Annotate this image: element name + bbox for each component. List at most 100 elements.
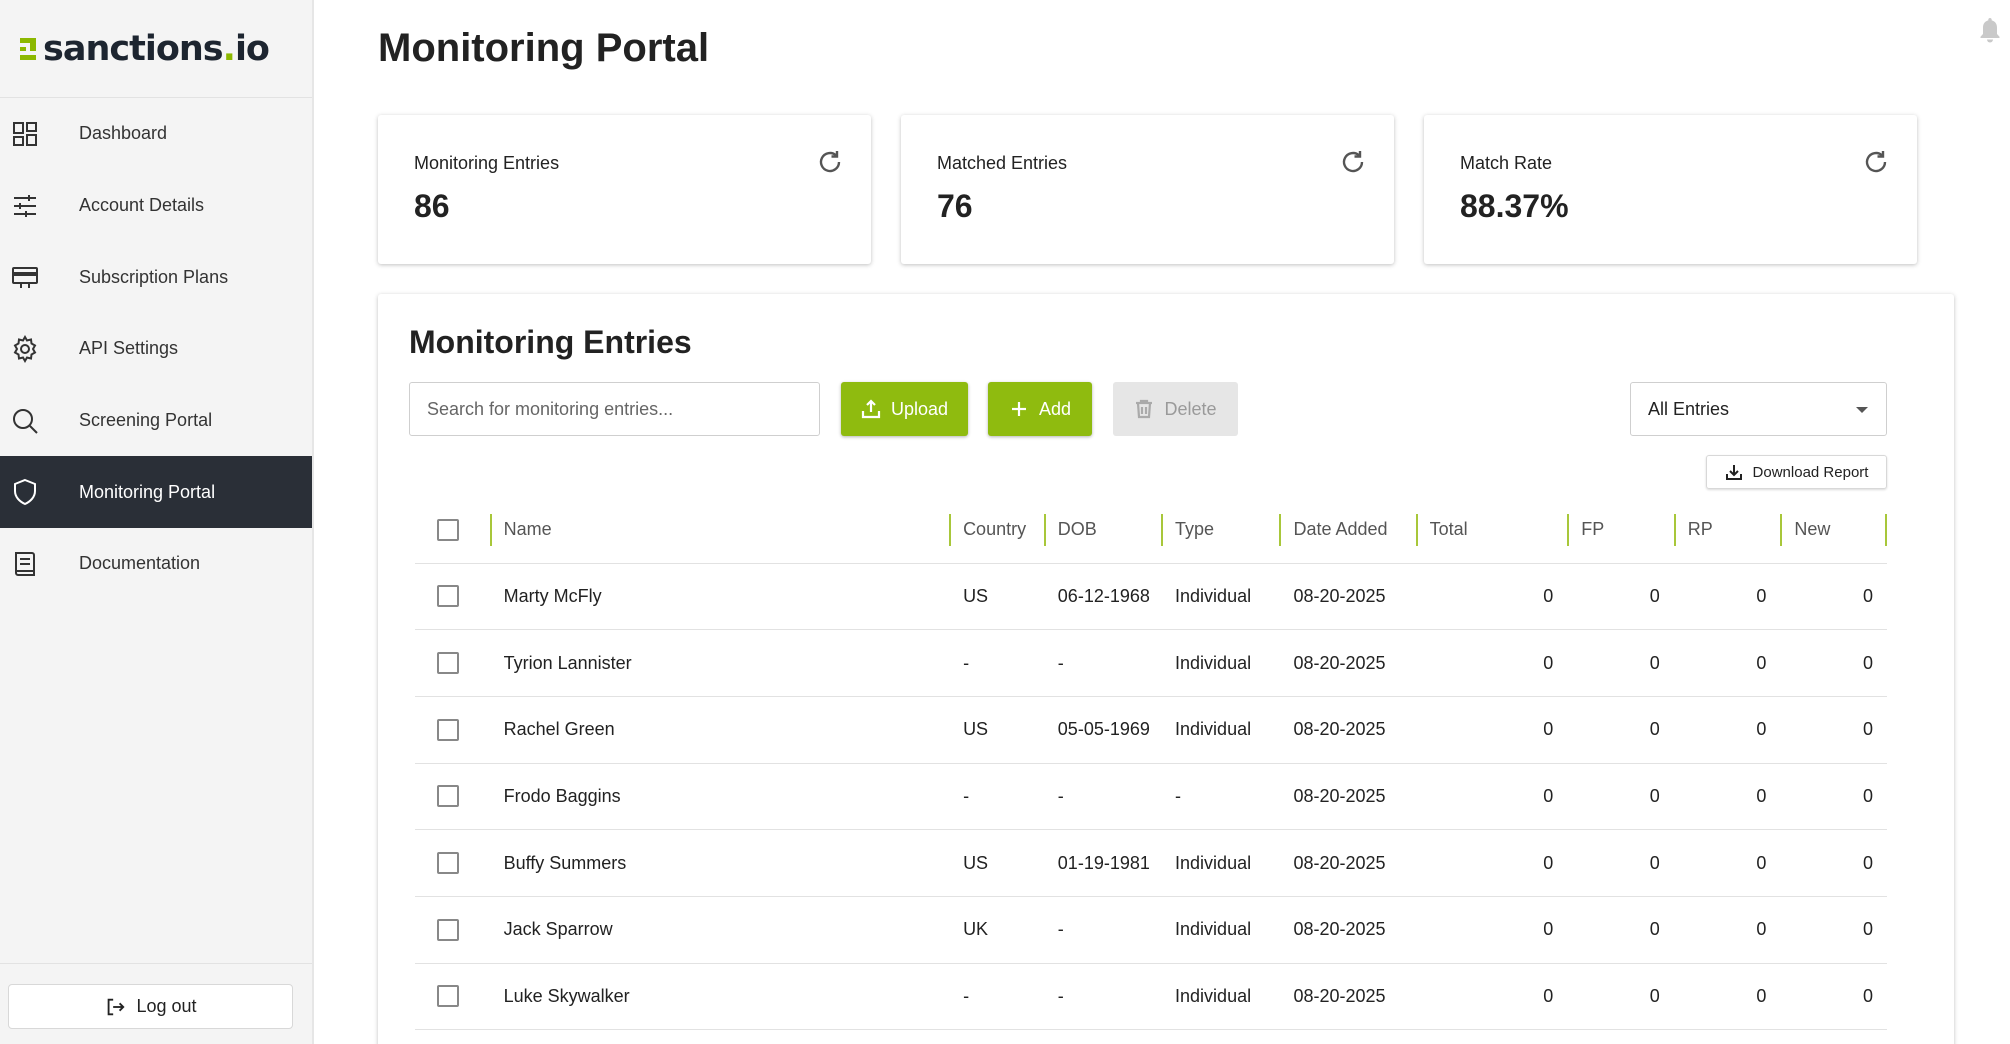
column-header-new[interactable]: New (1780, 497, 1887, 564)
refresh-icon[interactable] (1863, 149, 1889, 175)
row-checkbox[interactable] (437, 585, 459, 608)
cell-date-added: 08-20-2025 (1279, 829, 1416, 897)
table-row[interactable]: Tyrion Lannister - - Individual 08-20-20… (415, 629, 1887, 697)
cell-name: Frodo Baggins (489, 763, 950, 831)
stat-value: 76 (937, 188, 973, 224)
cell-dob: 05-05-1969 (1043, 696, 1162, 764)
stats-cards: Monitoring Entries 86 Matched Entries 76… (378, 115, 1917, 264)
bell-icon[interactable] (1978, 16, 2002, 44)
table-header-row: Name Country DOB Type Date Added Total F… (415, 497, 1887, 564)
sidebar-item-account-details[interactable]: Account Details (0, 170, 312, 242)
table-row[interactable]: Luke Skywalker - - Individual 08-20-2025… (415, 963, 1887, 1031)
table-row[interactable]: Buffy Summers US 01-19-1981 Individual 0… (415, 829, 1887, 897)
logout-icon (108, 998, 126, 1015)
column-header-rp[interactable]: RP (1673, 497, 1781, 564)
sidebar-item-label: Screening Portal (79, 410, 213, 431)
cell-name: Tyrion Lannister (489, 629, 950, 697)
cell-date-added: 08-20-2025 (1279, 563, 1416, 631)
refresh-icon[interactable] (1340, 149, 1366, 175)
cell-dob: - (1043, 763, 1162, 831)
cell-rp: 0 (1673, 629, 1781, 697)
row-checkbox[interactable] (437, 652, 459, 675)
upload-label: Upload (890, 398, 949, 419)
sidebar: sanctions.io Dashboard Account Details S… (0, 0, 314, 1044)
table-row[interactable]: Marty McFly US 06-12-1968 Individual 08-… (415, 563, 1887, 631)
sidebar-item-monitoring-portal[interactable]: Monitoring Portal (0, 456, 312, 529)
cell-dob: 06-12-1968 (1043, 563, 1162, 631)
logout-button[interactable]: Log out (8, 984, 293, 1029)
search-input[interactable] (409, 382, 820, 436)
gear-icon (2, 334, 48, 363)
add-button[interactable]: Add (988, 382, 1092, 436)
cell-new: 0 (1780, 696, 1887, 764)
cell-new: 0 (1780, 963, 1887, 1031)
sidebar-item-dashboard[interactable]: Dashboard (0, 98, 312, 170)
row-select (415, 629, 490, 697)
refresh-icon[interactable] (817, 149, 843, 175)
monitoring-entries-panel: Monitoring Entries Upload Add Delete All… (378, 294, 1954, 1044)
panel-title: Monitoring Entries (409, 324, 692, 360)
cell-dob: - (1043, 896, 1162, 964)
sidebar-item-label: Subscription Plans (79, 266, 229, 287)
sidebar-item-subscription-plans[interactable]: Subscription Plans (0, 241, 312, 313)
cell-total: 0 (1415, 896, 1568, 964)
row-checkbox[interactable] (437, 985, 459, 1008)
cell-total: 0 (1415, 629, 1568, 697)
cell-name: Luke Skywalker (489, 963, 950, 1031)
logout-label: Log out (136, 996, 197, 1016)
stat-label: Monitoring Entries (414, 153, 560, 173)
cell-type: Individual (1161, 829, 1280, 897)
sidebar-item-api-settings[interactable]: API Settings (0, 313, 312, 385)
table-row[interactable]: Jack Sparrow UK - Individual 08-20-2025 … (415, 896, 1887, 964)
entries-filter-select[interactable]: All Entries (1630, 382, 1887, 436)
column-header-name[interactable]: Name (489, 497, 950, 564)
sidebar-nav: Dashboard Account Details Subscription P… (0, 98, 312, 600)
cell-total: 0 (1415, 696, 1568, 764)
trash-icon (1136, 399, 1153, 419)
sidebar-item-label: API Settings (79, 338, 179, 359)
cell-new: 0 (1780, 829, 1887, 897)
row-select (415, 563, 490, 631)
credit-card-icon (2, 263, 48, 291)
cell-fp: 0 (1567, 563, 1674, 631)
column-header-dob[interactable]: DOB (1043, 497, 1162, 564)
brand-logo[interactable]: sanctions.io (0, 0, 312, 98)
row-checkbox[interactable] (437, 785, 459, 808)
select-all-checkbox[interactable] (437, 518, 459, 541)
column-header-country[interactable]: Country (949, 497, 1044, 564)
table-row[interactable]: Frodo Baggins - - - 08-20-2025 0 0 0 0 (415, 763, 1887, 831)
table-row[interactable]: Rachel Green US 05-05-1969 Individual 08… (415, 696, 1887, 764)
cell-fp: 0 (1567, 696, 1674, 764)
cell-type: Individual (1161, 963, 1280, 1031)
sidebar-item-documentation[interactable]: Documentation (0, 528, 312, 600)
cell-type: Individual (1161, 629, 1280, 697)
stat-label: Match Rate (1460, 153, 1553, 173)
cell-rp: 0 (1673, 696, 1781, 764)
cell-new: 0 (1780, 563, 1887, 631)
upload-button[interactable]: Upload (841, 382, 968, 436)
cell-date-added: 08-20-2025 (1279, 763, 1416, 831)
cell-fp: 0 (1567, 629, 1674, 697)
main-content: Monitoring Portal Monitoring Entries 86 … (316, 0, 2010, 1044)
row-select (415, 896, 490, 964)
row-checkbox[interactable] (437, 852, 459, 875)
row-checkbox[interactable] (437, 918, 459, 941)
search-icon (2, 407, 48, 435)
delete-button[interactable]: Delete (1113, 382, 1238, 436)
download-icon (1725, 465, 1742, 480)
upload-icon (861, 399, 881, 419)
cell-total: 0 (1415, 963, 1568, 1031)
cell-dob: - (1043, 629, 1162, 697)
page-title: Monitoring Portal (378, 26, 710, 70)
cell-rp: 0 (1673, 763, 1781, 831)
cell-fp: 0 (1567, 829, 1674, 897)
column-header-total[interactable]: Total (1415, 497, 1568, 564)
cell-total: 0 (1415, 763, 1568, 831)
row-checkbox[interactable] (437, 718, 459, 741)
column-header-date-added[interactable]: Date Added (1279, 497, 1416, 564)
column-header-fp[interactable]: FP (1567, 497, 1674, 564)
column-header-type[interactable]: Type (1161, 497, 1280, 564)
download-report-button[interactable]: Download Report (1706, 455, 1887, 489)
sidebar-item-label: Documentation (79, 553, 201, 574)
sidebar-item-screening-portal[interactable]: Screening Portal (0, 385, 312, 457)
